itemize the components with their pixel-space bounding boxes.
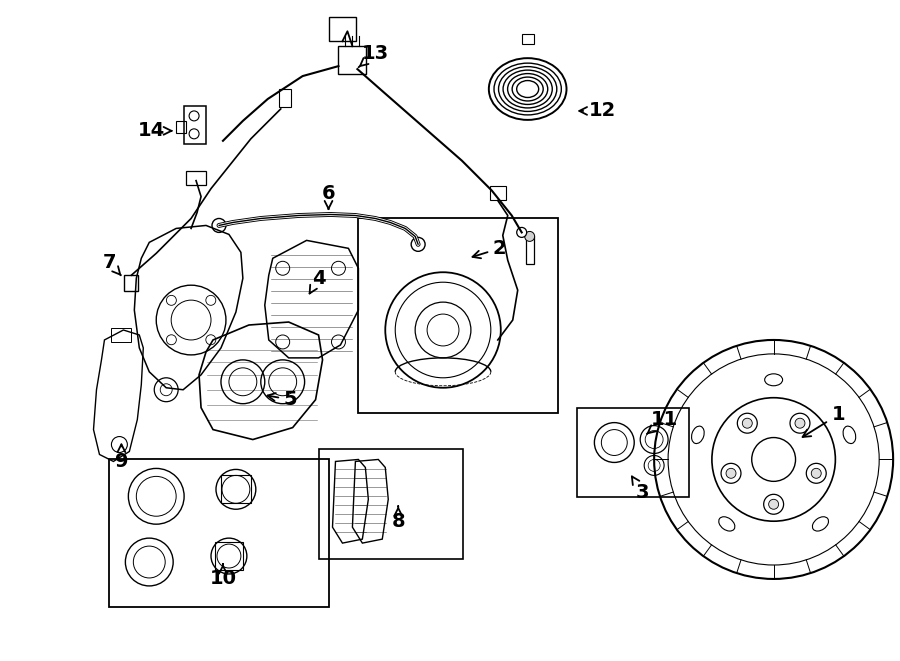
Circle shape — [411, 237, 425, 251]
Circle shape — [769, 499, 778, 509]
Circle shape — [811, 469, 821, 479]
Text: 9: 9 — [114, 444, 128, 471]
Circle shape — [726, 469, 736, 479]
Circle shape — [795, 418, 805, 428]
Bar — [338, 46, 366, 74]
Bar — [215, 542, 243, 570]
Circle shape — [525, 231, 535, 241]
Text: 4: 4 — [310, 269, 326, 293]
Bar — [112, 328, 131, 342]
Bar — [578, 408, 689, 497]
Text: 14: 14 — [138, 122, 172, 140]
Text: 10: 10 — [210, 564, 237, 588]
Text: 1: 1 — [803, 405, 845, 437]
Bar — [221, 475, 251, 503]
Circle shape — [212, 219, 226, 233]
Bar — [328, 17, 356, 41]
Circle shape — [742, 418, 752, 428]
Text: 7: 7 — [103, 253, 121, 276]
Text: 8: 8 — [392, 506, 405, 531]
Text: 2: 2 — [472, 239, 507, 258]
Text: 6: 6 — [321, 184, 336, 209]
Bar — [110, 459, 328, 607]
Bar — [490, 186, 506, 200]
Bar — [522, 34, 534, 44]
Bar — [176, 121, 186, 133]
Circle shape — [517, 227, 526, 237]
Text: 12: 12 — [580, 101, 616, 120]
Bar — [186, 171, 206, 184]
Text: 3: 3 — [632, 477, 649, 502]
Bar — [526, 237, 534, 264]
Bar — [319, 449, 463, 559]
Bar — [279, 89, 291, 107]
Text: 11: 11 — [647, 410, 678, 434]
Bar — [124, 275, 139, 291]
Text: 5: 5 — [267, 390, 298, 409]
Bar — [358, 219, 557, 412]
Bar — [184, 106, 206, 144]
Text: 13: 13 — [358, 44, 389, 67]
